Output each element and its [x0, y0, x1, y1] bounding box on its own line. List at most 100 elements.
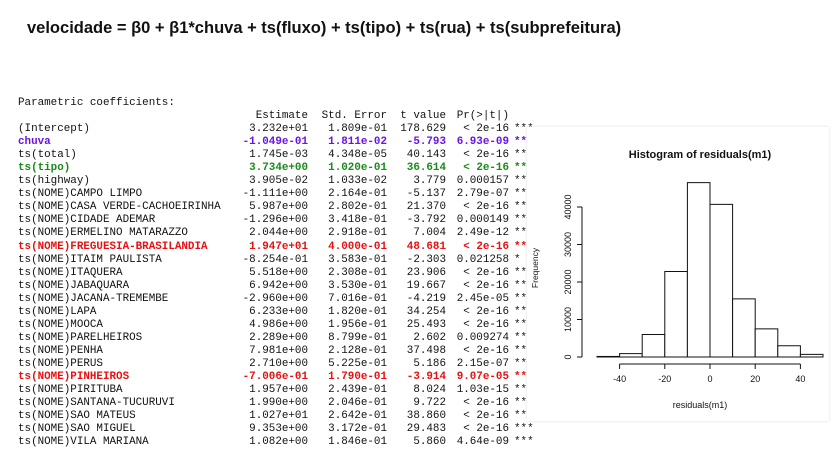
coef-std-error: 1.811e-02: [328, 136, 387, 149]
coef-t-value: 37.498: [406, 344, 446, 357]
coef-p-value: 2.15e-07: [456, 357, 509, 370]
coef-name: ts(NOME)PIRITUBA: [18, 384, 123, 397]
coef-t-value: 7.004: [413, 227, 446, 240]
coef-estimate: 2.710e+00: [249, 357, 308, 370]
coef-name: ts(NOME)CAMPO LIMPO: [18, 188, 143, 201]
coef-t-value: 36.614: [406, 162, 446, 175]
y-tick-label: 0: [563, 354, 573, 359]
coef-t-value: 25.493: [406, 318, 446, 331]
coef-p-value: 6.93e-09: [456, 136, 509, 149]
coef-p-value: < 2e-16: [463, 123, 509, 136]
coef-std-error: 2.164e-01: [328, 188, 387, 201]
coef-estimate: 1.990e+00: [249, 397, 308, 410]
coef-std-error: 1.809e-01: [328, 123, 387, 136]
histogram-bar: [709, 203, 734, 358]
coef-estimate: 6.233e+00: [249, 305, 308, 318]
coef-t-value: 5.860: [413, 436, 446, 449]
coefficient-row: ts(NOME)ERMELINO MATARAZZO 2.044e+00 2.918…: [18, 227, 542, 240]
coef-std-error: 1.820e-01: [328, 305, 387, 318]
coefficient-row: ts(total) 1.745e-03 4.348e-05 40.143 < 2e-16…: [18, 149, 542, 162]
coef-name: ts(NOME)SAO MATEUS: [18, 410, 136, 423]
coef-name: ts(tipo): [18, 162, 71, 175]
coef-estimate: 3.905e-02: [249, 175, 308, 188]
coefficient-row: ts(NOME)ITAQUERA 5.518e+00 2.308e-01 23.906…: [18, 267, 542, 280]
x-axis-label: residuals(m1): [673, 400, 728, 410]
coef-name: ts(NOME)MOOCA: [18, 318, 103, 331]
coef-name: ts(NOME)SANTANA-TUCURUVI: [18, 397, 175, 410]
coef-t-value: 8.024: [413, 384, 446, 397]
coef-name: ts(NOME)JABAQUARA: [18, 279, 130, 292]
coef-name: ts(NOME)CASA VERDE-CACHOEIRINHA: [18, 201, 221, 214]
coefficient-row: chuva -1.049e-01 1.811e-02 -5.793 6.93e-09 **…: [18, 136, 542, 149]
coef-t-value: 9.722: [413, 397, 446, 410]
coef-estimate: 7.981e+00: [249, 344, 308, 357]
coef-p-value: < 2e-16: [463, 266, 509, 279]
coef-p-value: 0.021258: [456, 253, 509, 266]
coefficient-row: ts(NOME)MOOCA 4.986e+00 1.956e-01 25.493 < 2…: [18, 319, 542, 332]
coef-std-error: 1.020e-01: [328, 162, 387, 175]
coef-t-value: 48.681: [406, 240, 446, 253]
coef-estimate: 2.289e+00: [249, 331, 308, 344]
x-tick-label: -40: [613, 374, 626, 384]
coef-p-value: 0.000149: [456, 214, 509, 227]
coef-t-value: 2.602: [413, 331, 446, 344]
coef-name: ts(NOME)JACANA-TREMEMBE: [18, 292, 169, 305]
y-axis-label: Frequency: [530, 247, 540, 288]
coef-estimate: -8.254e-01: [242, 253, 308, 266]
coef-name: ts(NOME)ITAIM PAULISTA: [18, 253, 162, 266]
coefficient-row: ts(NOME)CAMPO LIMPO -1.111e+00 2.164e-01 -5…: [18, 188, 542, 201]
histogram-bar: [732, 298, 756, 358]
chart-title: Histogram of residuals(m1): [629, 149, 772, 161]
coef-name: ts(NOME)PENHA: [18, 344, 103, 357]
coef-t-value: -4.219: [406, 292, 446, 305]
coef-estimate: -1.111e+00: [242, 188, 308, 201]
coef-estimate: 6.942e+00: [249, 279, 308, 292]
coef-std-error: 1.846e-01: [328, 436, 387, 449]
residuals-histogram: -40 -20 0 20 40 0 10000 20000 30000 40000 Histogra…: [530, 149, 824, 410]
coef-name: (Intercept): [18, 123, 90, 136]
coef-p-value: 4.64e-09: [456, 436, 509, 449]
coef-p-value: < 2e-16: [463, 397, 509, 410]
coef-t-value: -5.793: [406, 136, 446, 149]
coefficient-row: (Intercept) 3.232e+01 1.809e-01 178.629 < 2e…: [18, 123, 542, 136]
coef-p-value: < 2e-16: [463, 305, 509, 318]
coef-t-value: 21.370: [406, 201, 446, 214]
x-tick-label: 0: [707, 374, 712, 384]
coef-p-value: 2.45e-05: [456, 292, 509, 305]
coef-name: ts(NOME)ITAQUERA: [18, 266, 123, 279]
coefficient-rows: (Intercept) 3.232e+01 1.809e-01 178.629 < 2e…: [18, 123, 542, 449]
coef-estimate: 9.353e+00: [249, 423, 308, 436]
coef-std-error: 4.348e-05: [328, 149, 387, 162]
coef-p-value: < 2e-16: [463, 279, 509, 292]
coef-name: ts(NOME)LAPA: [18, 305, 97, 318]
coef-p-value: < 2e-16: [463, 240, 509, 253]
coef-std-error: 7.016e-01: [328, 292, 387, 305]
coef-t-value: 34.254: [406, 305, 446, 318]
y-tick-label: 40000: [563, 194, 573, 219]
coef-estimate: 2.044e+00: [249, 227, 308, 240]
histogram-bar: [664, 271, 688, 358]
coef-name: chuva: [18, 136, 51, 149]
coef-p-value: 1.03e-15: [456, 384, 509, 397]
coefficient-row: ts(NOME)SAO MATEUS 1.027e+01 2.642e-01 38.8…: [18, 410, 542, 423]
coef-p-value: 9.07e-05: [456, 370, 509, 383]
coef-p-value: 2.79e-07: [456, 188, 509, 201]
coef-estimate: -1.049e-01: [242, 136, 308, 149]
coefficient-row: ts(NOME)SAO MIGUEL 9.353e+00 3.172e-01 29.4…: [18, 423, 542, 436]
coef-estimate: 5.987e+00: [249, 201, 308, 214]
header-std-error: Std. Error: [321, 110, 387, 123]
coefficient-row: ts(tipo) 3.734e+00 1.020e-01 36.614 < 2e-16 *…: [18, 162, 542, 175]
coef-signif: ***: [514, 423, 534, 436]
coef-p-value: < 2e-16: [463, 318, 509, 331]
coef-estimate: 3.232e+01: [249, 123, 308, 136]
y-tick-label: 20000: [563, 269, 573, 294]
coefficients-header-row: Estimate Std. Error t value Pr(>|t|): [18, 110, 542, 123]
coef-p-value: < 2e-16: [463, 162, 509, 175]
coef-estimate: -7.006e-01: [242, 370, 308, 383]
coef-std-error: 1.033e-02: [328, 175, 387, 188]
coef-signif: **: [514, 331, 528, 344]
coefficient-row: ts(NOME)LAPA 6.233e+00 1.820e-01 34.254 < 2e…: [18, 306, 542, 319]
coef-p-value: < 2e-16: [463, 149, 509, 162]
coef-name: ts(NOME)CIDADE ADEMAR: [18, 214, 156, 227]
coef-std-error: 3.418e-01: [328, 214, 387, 227]
